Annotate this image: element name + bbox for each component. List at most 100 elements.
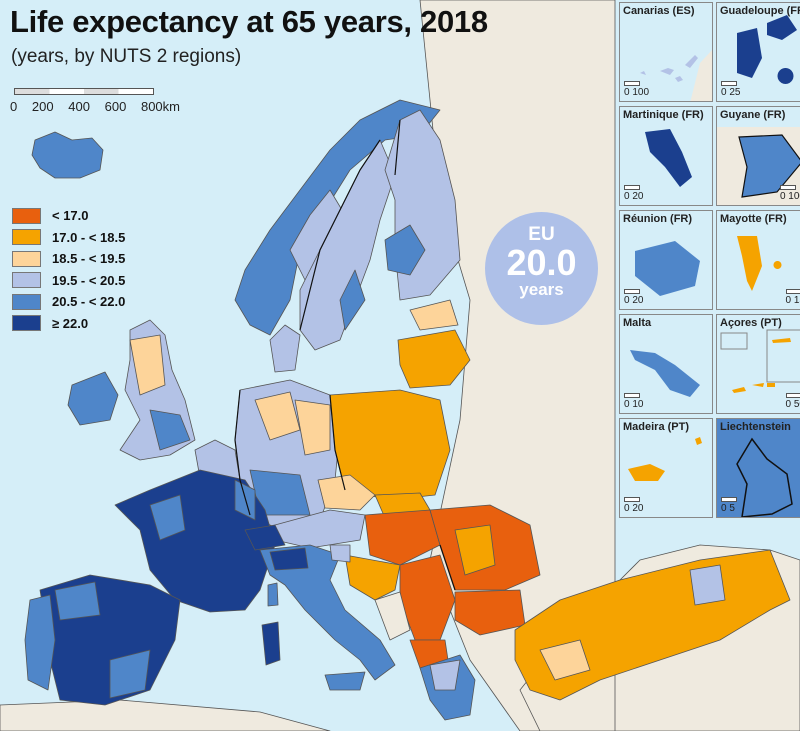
region-italy-north: [269, 547, 309, 571]
scale-bar-graphic: [14, 88, 154, 95]
border-germany-poland: [329, 394, 346, 491]
inset-scale-label: 0 100: [779, 191, 800, 202]
inset-scale-label: 0 50: [785, 399, 800, 410]
legend-swatch: [12, 315, 41, 332]
inset-scale-bar: [721, 497, 737, 502]
inset-scale-bar: [785, 289, 800, 294]
region-france-northeast: [234, 479, 256, 521]
region-slovenia: [329, 544, 351, 563]
inset-scale-bar: [624, 393, 640, 398]
border-germany-west: [234, 389, 251, 516]
inset-shape: [737, 236, 782, 291]
inset-map: Malta 0 10: [619, 314, 713, 414]
inset-scale-label: 0 20: [624, 503, 644, 514]
inset-scale-bar: [624, 497, 640, 502]
inset-scale: 0 20: [624, 289, 643, 306]
legend-label: 17.0 - < 18.5: [52, 229, 126, 245]
eu-label: EU: [528, 224, 555, 245]
legend-item: 18.5 - < 19.5: [12, 248, 125, 270]
inset-map: Açores (PT) 0 50: [716, 314, 800, 414]
legend-swatch: [12, 207, 41, 224]
region-finland-west: [384, 224, 426, 276]
map-subtitle: (years, by NUTS 2 regions): [11, 46, 242, 67]
legend-label: < 17.0: [52, 208, 89, 224]
legend-item: 20.5 - < 22.0: [12, 291, 125, 313]
region-portugal: [24, 594, 56, 691]
border-romania-serbia: [439, 544, 456, 591]
region-iceland: [31, 131, 104, 179]
border-sweden-finland: [394, 119, 401, 176]
inset-scale-bar: [624, 185, 640, 190]
inset-scale-bar: [624, 289, 640, 294]
inset-shape: [630, 350, 700, 397]
inset-scale: 0 100: [779, 185, 800, 202]
inset-scale-label: 0 15: [785, 295, 800, 306]
legend-label: 18.5 - < 19.5: [52, 251, 126, 267]
inset-scale: 0 100: [624, 81, 649, 98]
legend-swatch: [12, 250, 41, 267]
region-uk-south: [149, 409, 191, 451]
inset-label: Madeira (PT): [623, 421, 690, 433]
inset-map: Guadeloupe (FR) 0 25: [716, 2, 800, 102]
legend-label: 20.5 - < 22.0: [52, 294, 126, 310]
inset-scale: 0 10: [624, 393, 643, 410]
region-denmark: [269, 324, 301, 373]
scale-bar: 0 200 400 600 800km: [10, 88, 180, 114]
legend-item: < 17.0: [12, 205, 125, 227]
scale-tick: 600: [104, 99, 127, 114]
region-bulgaria: [454, 589, 526, 636]
inset-scale: 0 20: [624, 497, 643, 514]
region-corsica: [267, 582, 279, 607]
inset-scale-label: 0 25: [721, 87, 741, 98]
legend-swatch: [12, 229, 41, 246]
inset-scale-bar: [624, 81, 640, 86]
region-ireland: [67, 371, 119, 426]
region-turkey-west: [539, 639, 591, 681]
region-germany-northeast: [294, 399, 331, 456]
legend: < 17.0 17.0 - < 18.5 18.5 - < 19.5 19.5 - <…: [12, 205, 125, 334]
border-norway-sweden: [299, 139, 381, 331]
inset-scale-bar: [779, 185, 796, 190]
inset-label: Martinique (FR): [623, 109, 704, 121]
inset-label: Réunion (FR): [623, 213, 693, 225]
inset-scale-label: 0 5: [721, 503, 735, 514]
region-norway: [234, 99, 441, 336]
inset-shape: [720, 329, 800, 393]
inset-shape: [632, 50, 712, 101]
legend-item: ≥ 22.0: [12, 313, 125, 335]
inset-scale: 0 25: [721, 81, 740, 98]
region-hungary: [364, 509, 441, 566]
inset-shape: [635, 241, 700, 296]
scale-tick: 400: [68, 99, 90, 114]
region-spain-south: [109, 649, 151, 699]
inset-map: Canarias (ES) 0 100: [619, 2, 713, 102]
scale-tick: 0: [10, 99, 18, 114]
eu-unit: years: [519, 280, 564, 299]
region-sicily: [324, 671, 366, 691]
inset-label: Mayotte (FR): [720, 213, 787, 225]
inset-scale-label: 0 20: [624, 191, 644, 202]
region-croatia: [344, 554, 401, 601]
region-romania-centre: [454, 524, 496, 576]
inset-label: Malta: [623, 317, 652, 329]
inset-scale: 0 15: [785, 289, 800, 306]
region-sweden-stockholm: [339, 269, 366, 331]
inset-label: Guadeloupe (FR): [720, 5, 800, 17]
map-title: Life expectancy at 65 years, 2018: [10, 4, 488, 39]
inset-shape: [645, 129, 692, 187]
region-greece-north: [429, 659, 461, 691]
inset-scale: 0 20: [624, 185, 643, 202]
region-france-northwest: [149, 494, 186, 541]
inset-map: Liechtenstein 0 5: [716, 418, 800, 518]
inset-scale-label: 0 100: [624, 87, 650, 98]
inset-scale-bar: [785, 393, 800, 398]
inset-label: Açores (PT): [720, 317, 782, 329]
region-switzerland: [244, 524, 286, 551]
inset-scale-label: 0 20: [624, 295, 644, 306]
region-spain-northwest: [54, 581, 101, 621]
legend-item: 19.5 - < 20.5: [12, 270, 125, 292]
legend-label: 19.5 - < 20.5: [52, 272, 126, 288]
region-sardinia: [261, 621, 281, 666]
inset-scale: 0 50: [785, 393, 800, 410]
